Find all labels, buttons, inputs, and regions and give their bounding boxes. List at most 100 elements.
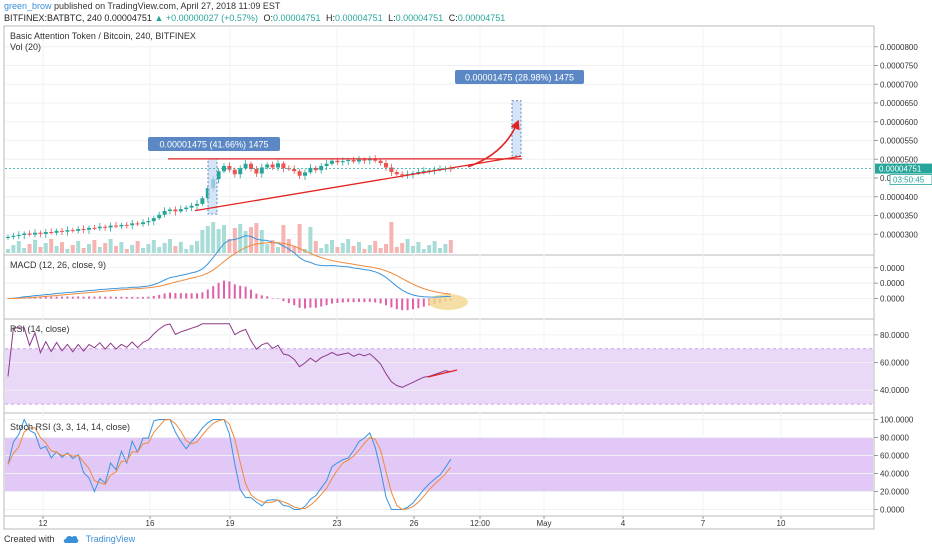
macd-histogram-bar-57 <box>314 298 317 308</box>
open-value: 0.00004751 <box>272 13 321 23</box>
macd-histogram-bar-60 <box>331 298 333 304</box>
macd-histogram-bar-55 <box>304 298 306 309</box>
candle-body-57 <box>313 167 318 171</box>
candle-body-48 <box>265 164 270 168</box>
candle-body-67 <box>367 158 372 161</box>
candle-body-5 <box>33 232 37 235</box>
time-tick-label-2: 19 <box>226 519 235 528</box>
projection-arrow[interactable] <box>467 119 520 168</box>
volume-bar-51 <box>281 225 286 253</box>
volume-bar-27 <box>151 240 156 253</box>
candle-body-36 <box>200 198 205 204</box>
support-trendline[interactable] <box>194 155 522 212</box>
volume-bar-67 <box>367 245 372 253</box>
volume-bar-52 <box>286 239 291 253</box>
candle-body-55 <box>303 172 307 176</box>
macd-histogram-bar-52 <box>287 298 290 304</box>
macd-histogram-bar-59 <box>325 298 328 306</box>
candle-body-77 <box>421 170 426 172</box>
candle-body-4 <box>27 233 32 235</box>
volume-bar-70 <box>384 244 388 253</box>
volume-bar-53 <box>292 246 297 253</box>
macd-histogram-bar-19 <box>109 296 112 299</box>
rsi-axis[interactable]: 80.0000 60.0000 40.0000 <box>874 331 909 395</box>
measure-label-2-text: 0.00001475 (28.98%) 1475 <box>465 73 574 83</box>
volume-bar-20 <box>114 246 118 253</box>
macd-histogram-bar-29 <box>163 293 166 299</box>
rsi-grid <box>5 334 873 391</box>
macd-histogram-bar-58 <box>320 298 323 307</box>
stoch-title: Stoch RSI (3, 3, 14, 14, close) <box>10 422 130 432</box>
rsi-title: RSI (14, close) <box>10 324 70 334</box>
volume-bar-31 <box>173 246 178 253</box>
measure-box-1 <box>207 158 218 215</box>
candle-body-69 <box>378 160 383 163</box>
macd-histogram-bar-6 <box>39 297 42 299</box>
price-axis[interactable]: 0.0000800 0.0000750 0.0000700 0.0000650 0.00… <box>874 43 918 240</box>
macd-axis[interactable]: 0.0000 0.0000 0.0000 <box>874 264 905 304</box>
candle-body-29 <box>162 211 167 215</box>
publish-info: published on TradingView.com, April 27, … <box>54 1 281 11</box>
rsi-trendline[interactable] <box>427 369 458 378</box>
measure-label-1-text: 0.00001475 (41.66%) 1475 <box>159 140 268 150</box>
price-tick-label-2: 0.0000700 <box>880 80 918 89</box>
candle-body-62 <box>340 161 345 163</box>
price-tick-label-1: 0.0000750 <box>880 62 918 71</box>
time-axis-labels[interactable]: 12 16 19 23 26 12:00 May 4 7 10 <box>39 516 786 528</box>
candle-body-7 <box>43 232 48 234</box>
macd-histogram-bar-70 <box>385 298 387 306</box>
macd-histogram-bar-11 <box>66 296 69 299</box>
candle-body-6 <box>38 232 43 234</box>
candle-body-2 <box>16 235 21 236</box>
macd-histogram-bar-43 <box>239 285 242 299</box>
candle-body-15 <box>87 227 91 230</box>
macd-histogram <box>7 280 452 311</box>
chart-canvas[interactable]: 0.0000800 0.0000750 0.0000700 0.0000650 0.00… <box>0 24 932 530</box>
macd-histogram-bar-34 <box>190 293 193 299</box>
macd-histogram-bar-14 <box>82 296 85 299</box>
price-pane-title: Basic Attention Token / Bitcoin, 240, BI… <box>10 31 196 41</box>
candle-body-25 <box>141 222 145 225</box>
volume-bar-0 <box>6 249 10 253</box>
volume-bar-34 <box>189 245 194 253</box>
volume-bar-9 <box>54 246 59 253</box>
volume-bar-46 <box>254 223 259 253</box>
volume-bar-8 <box>49 239 54 253</box>
volume-bar-42 <box>232 228 237 253</box>
author-link[interactable]: green_brow <box>4 1 52 11</box>
price-tick-label-3: 0.0000650 <box>880 99 918 108</box>
volume-bar-77 <box>421 249 426 253</box>
volume-bar-14 <box>81 248 86 253</box>
candle-body-58 <box>319 166 324 171</box>
volume-bar-54 <box>297 224 302 253</box>
volume-bar-13 <box>76 241 81 253</box>
candle-body-54 <box>297 171 302 176</box>
volume-bar-41 <box>227 239 232 253</box>
volume-bar-33 <box>184 249 189 253</box>
tradingview-link[interactable]: TradingView <box>85 534 136 544</box>
macd-histogram-bar-17 <box>98 296 101 299</box>
macd-histogram-bar-21 <box>120 296 123 299</box>
rsi-tick-label-2: 40.0000 <box>880 386 909 395</box>
volume-bar-64 <box>351 246 356 253</box>
stoch-axis[interactable]: 100.0000 80.0000 60.0000 40.0000 20.0000 0.00… <box>874 416 914 515</box>
volume-bar-79 <box>432 241 437 253</box>
measure-box-2 <box>511 100 522 157</box>
rsi-tick-label-0: 80.0000 <box>880 331 909 340</box>
macd-histogram-bar-61 <box>336 298 339 303</box>
volume-bar-44 <box>243 231 248 253</box>
volume-bars <box>6 222 453 253</box>
volume-bar-81 <box>443 244 448 253</box>
macd-histogram-bar-49 <box>271 298 274 299</box>
macd-histogram-bar-71 <box>390 298 393 308</box>
countdown-text: 03:50:45 <box>893 176 925 185</box>
candle-body-50 <box>276 163 280 168</box>
volume-bar-10 <box>60 242 64 253</box>
stoch-tick-label-1: 80.0000 <box>880 434 909 443</box>
candle-body-26 <box>146 221 151 223</box>
candle-body-42 <box>232 169 237 175</box>
volume-bar-49 <box>270 240 275 253</box>
macd-histogram-bar-73 <box>401 298 404 311</box>
macd-histogram-bar-67 <box>368 298 371 302</box>
volume-bar-71 <box>389 222 394 253</box>
